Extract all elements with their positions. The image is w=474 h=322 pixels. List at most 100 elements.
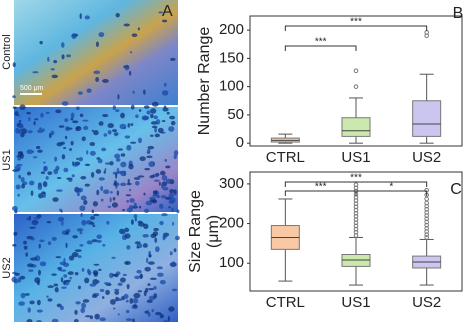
- row-label: US2: [1, 257, 13, 278]
- crystal: [17, 168, 21, 172]
- crystal: [83, 125, 89, 131]
- crystal: [16, 163, 23, 166]
- crystal: [86, 88, 92, 93]
- crystal: [151, 308, 154, 313]
- crystal: [61, 286, 67, 289]
- crystal: [18, 174, 21, 179]
- crystal: [165, 165, 171, 169]
- crystal: [143, 105, 150, 109]
- significance-bracket: [284, 45, 357, 51]
- crystal: [142, 243, 148, 248]
- crystal: [100, 198, 104, 202]
- crystal: [47, 298, 53, 302]
- crystal: [100, 185, 104, 192]
- crystal: [127, 178, 130, 185]
- crystal: [146, 299, 153, 304]
- crystal: [126, 245, 131, 250]
- crystal: [105, 289, 110, 295]
- crystal: [114, 273, 119, 278]
- crystal: [36, 299, 41, 306]
- crystal: [61, 54, 65, 60]
- crystal: [53, 283, 59, 287]
- crystal: [38, 193, 44, 199]
- crystal: [124, 233, 131, 239]
- crystal: [114, 179, 117, 186]
- crystal: [30, 237, 35, 241]
- crystal: [135, 181, 140, 186]
- crystal: [26, 149, 34, 155]
- y-axis-label: (μm): [205, 215, 222, 248]
- crystal: [122, 273, 127, 277]
- crystal: [37, 269, 41, 276]
- crystal: [161, 174, 168, 181]
- crystal: [109, 191, 113, 194]
- x-tick-label: US1: [341, 149, 370, 166]
- crystal: [120, 182, 127, 187]
- crystal: [95, 280, 100, 283]
- crystal: [146, 257, 149, 264]
- crystal: [148, 161, 156, 168]
- crystal: [17, 128, 23, 134]
- crystal: [18, 123, 24, 129]
- crystal: [112, 307, 116, 310]
- crystal: [168, 199, 175, 204]
- crystal: [123, 293, 129, 299]
- crystal: [107, 123, 114, 129]
- crystal: [17, 114, 21, 117]
- crystal: [29, 180, 35, 186]
- crystal: [153, 227, 159, 232]
- crystal: [158, 181, 161, 186]
- crystal: [134, 217, 137, 222]
- crystal: [161, 213, 168, 217]
- crystal: [55, 256, 62, 259]
- crystal: [135, 114, 139, 119]
- crystal: [115, 109, 120, 113]
- crystal: [161, 120, 166, 123]
- crystal: [139, 273, 143, 280]
- crystal: [36, 145, 41, 150]
- y-axis-label: Number Range: [196, 27, 213, 136]
- crystal: [117, 170, 123, 175]
- crystal: [159, 313, 164, 319]
- crystal: [134, 275, 141, 280]
- crystal: [144, 167, 151, 171]
- crystal: [137, 290, 143, 293]
- crystal: [122, 208, 126, 211]
- crystal: [129, 198, 135, 203]
- crystal: [138, 205, 142, 209]
- crystal: [54, 156, 58, 162]
- crystal: [151, 101, 159, 107]
- crystal: [64, 118, 69, 123]
- crystal: [18, 120, 22, 123]
- crystal: [32, 221, 38, 226]
- crystal: [51, 318, 59, 322]
- crystal: [37, 149, 43, 153]
- crystal: [120, 112, 125, 119]
- crystal: [65, 126, 70, 132]
- crystal: [123, 170, 127, 177]
- crystal: [32, 71, 39, 74]
- x-tick-label: CTRL: [266, 294, 305, 311]
- crystal: [39, 261, 47, 267]
- crystal: [15, 184, 21, 190]
- crystal: [39, 40, 43, 45]
- crystal: [70, 117, 74, 121]
- crystal: [157, 127, 164, 134]
- y-tick-label: 0: [236, 134, 244, 151]
- crystal: [125, 309, 130, 314]
- crystal: [39, 239, 45, 243]
- y-tick-label: 100: [219, 78, 244, 95]
- crystal: [130, 104, 135, 110]
- crystal: [96, 189, 100, 196]
- plot-frame: [249, 171, 463, 292]
- crystal: [75, 126, 82, 132]
- crystal: [98, 268, 102, 271]
- crystal: [173, 248, 177, 253]
- crystal: [60, 277, 64, 283]
- crystal: [65, 242, 68, 249]
- crystal: [125, 262, 129, 265]
- crystal: [145, 200, 153, 206]
- crystal: [152, 194, 158, 197]
- y-tick-label: 50: [227, 106, 244, 123]
- crystal: [147, 287, 155, 291]
